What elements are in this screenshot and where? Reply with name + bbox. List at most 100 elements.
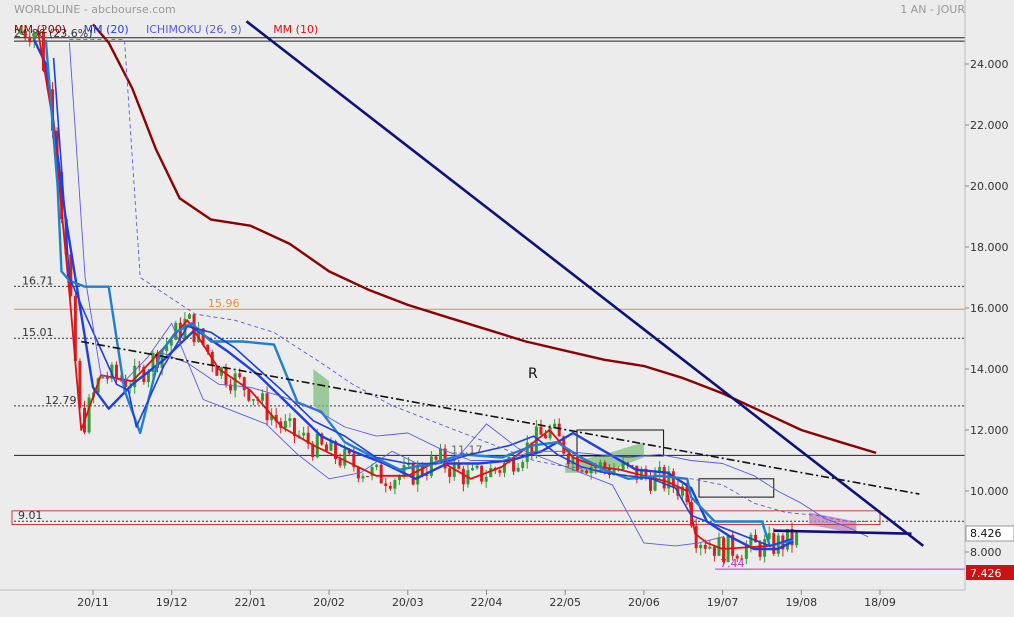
candle-body (379, 464, 383, 484)
candle-body (393, 480, 397, 489)
candle-body (124, 380, 128, 388)
candle-body (329, 441, 333, 451)
candle-body (28, 37, 32, 43)
candle-body (680, 486, 684, 496)
x-tick-label: 19/12 (156, 596, 188, 609)
candle-body (512, 456, 516, 472)
candle-body (41, 31, 45, 71)
candle-body (644, 468, 648, 477)
y-tick-label: 12.000 (970, 424, 1009, 437)
candle-body (261, 393, 265, 401)
legend-entry: MM (20) (84, 23, 129, 36)
candle-body (73, 295, 77, 361)
series-line (68, 42, 723, 547)
candle-body (320, 433, 324, 445)
candle-body (671, 471, 675, 487)
candle-body (571, 456, 575, 465)
x-tick-label: 22/01 (235, 596, 267, 609)
candle-body (420, 464, 424, 475)
candle-body (649, 476, 653, 491)
candle-body (653, 473, 657, 491)
y-tick-label: 16.000 (970, 302, 1009, 315)
candle-body (270, 415, 274, 421)
x-tick-label: 18/09 (864, 596, 896, 609)
candle-body (110, 364, 114, 379)
candle-body (749, 534, 753, 546)
x-tick-label: 20/03 (392, 596, 424, 609)
candle-body (32, 32, 36, 43)
candle-body (242, 377, 246, 391)
candle-body (434, 456, 438, 460)
candle-body (229, 384, 233, 391)
x-tick-label: 19/08 (785, 596, 817, 609)
chart-title: WORLDLINE - abcbourse.com (14, 3, 176, 16)
x-tick-label: 19/07 (707, 596, 739, 609)
candle-body (553, 423, 557, 428)
candle-body (251, 399, 255, 401)
last-price-badge (965, 525, 1014, 542)
candle-body (712, 546, 716, 556)
y-tick-label: 18.000 (970, 241, 1009, 254)
candle-body (247, 390, 251, 401)
low-price-badge (966, 565, 1014, 580)
candle-body (557, 423, 561, 437)
candle-body (530, 442, 534, 453)
candle-body (621, 462, 625, 470)
candle-body (484, 477, 488, 482)
candle-body (402, 465, 406, 476)
candle-body (735, 555, 739, 559)
candle-body (658, 467, 662, 474)
candle-body (566, 453, 570, 465)
candle-body (19, 30, 23, 34)
candle-body (233, 373, 237, 391)
trendline (245, 20, 925, 547)
annotation-box (11, 510, 881, 526)
candle-body (105, 376, 109, 379)
candle-body (302, 432, 306, 436)
candle-body (343, 449, 347, 466)
candle-body (352, 453, 356, 468)
x-tick-label: 22/05 (549, 596, 581, 609)
kumo-cloud (565, 442, 644, 473)
candle-body (238, 373, 242, 378)
candle-body (347, 449, 351, 454)
legend-entry: MM (10) (273, 23, 318, 36)
candle-body (603, 462, 607, 469)
candle-body (283, 421, 287, 428)
level-label: 7.44 (720, 557, 745, 570)
candle-body (311, 443, 315, 458)
trendline (81, 340, 920, 495)
candle-body (69, 254, 73, 296)
candle-body (101, 376, 105, 379)
candle-body (439, 448, 443, 460)
candle-body (292, 418, 296, 436)
candle-body (169, 339, 173, 346)
candle-body (370, 467, 374, 477)
candle-body (78, 360, 82, 408)
candle-body (306, 432, 310, 444)
candle-body (521, 462, 525, 468)
candle-body (96, 378, 100, 393)
candle-body (151, 352, 155, 372)
candle-body (388, 485, 392, 489)
x-tick-label: 20/02 (313, 596, 345, 609)
candle-body (662, 467, 666, 489)
series-line (52, 57, 794, 547)
candle-body (224, 367, 228, 385)
candle-body (470, 468, 474, 471)
candle-body (461, 468, 465, 485)
candle-body (575, 456, 579, 471)
candle-body (708, 546, 712, 549)
candle-body (589, 466, 593, 474)
level-label: 16.71 (22, 274, 54, 287)
candle-body (580, 470, 584, 472)
candle-body (548, 427, 552, 439)
candle-body (133, 365, 137, 388)
candle-body (699, 545, 703, 549)
candle-body (215, 366, 219, 376)
candle-body (489, 467, 493, 478)
candle-body (324, 444, 328, 451)
candle-body (448, 468, 452, 477)
candle-body (790, 528, 794, 546)
